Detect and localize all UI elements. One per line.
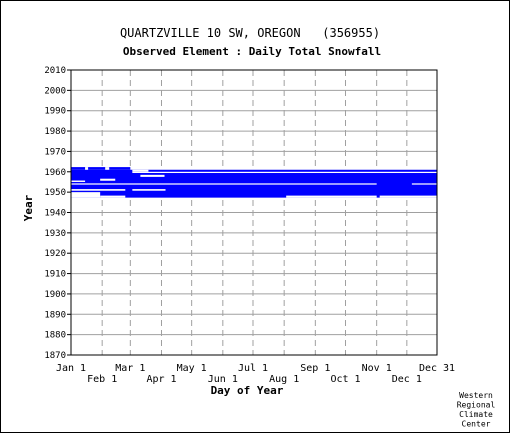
missing-block bbox=[105, 167, 110, 170]
missing-block bbox=[132, 171, 438, 174]
x-tick-label: Mar 1 bbox=[115, 363, 145, 374]
y-tick-label: 1940 bbox=[44, 209, 66, 219]
observed-block bbox=[71, 167, 131, 170]
y-tick-label: 1960 bbox=[44, 168, 66, 178]
y-tick-label: 1900 bbox=[44, 290, 66, 300]
missing-block bbox=[286, 195, 377, 198]
x-axis: Jan 1 Mar 1 May 1 Jul 1 Sep 1 Nov 1 Dec 31 Feb … bbox=[56, 363, 455, 385]
y-tick-label: 1930 bbox=[44, 229, 66, 239]
x-tick-label: Nov 1 bbox=[362, 363, 392, 374]
y-tick-label: 1990 bbox=[44, 107, 66, 117]
missing-block bbox=[140, 174, 165, 177]
chart-subtitle: Observed Element : Daily Total Snowfall bbox=[123, 45, 381, 58]
credit-line: Center bbox=[462, 420, 491, 429]
y-tick-label: 1980 bbox=[44, 127, 66, 137]
y-tick-label: 1970 bbox=[44, 147, 66, 157]
missing-block bbox=[132, 169, 149, 172]
grid-lines bbox=[71, 70, 437, 355]
missing-block bbox=[100, 195, 126, 198]
y-tick-label: 2000 bbox=[44, 86, 66, 96]
credit-line: Western bbox=[459, 391, 493, 400]
missing-block bbox=[71, 183, 377, 185]
credit-line: Regional bbox=[457, 401, 496, 410]
y-tick-label: 1890 bbox=[44, 310, 66, 320]
x-tick-label: Apr 1 bbox=[146, 374, 176, 385]
y-tick-label: 1870 bbox=[44, 351, 66, 361]
credit-line: Climate bbox=[459, 410, 493, 419]
y-tick-label: 2010 bbox=[44, 66, 66, 76]
y-tick-label: 1920 bbox=[44, 249, 66, 259]
x-tick-label: Sep 1 bbox=[300, 363, 330, 374]
x-tick-label: Aug 1 bbox=[269, 374, 299, 385]
missing-block bbox=[411, 183, 437, 185]
x-tick-label: Oct 1 bbox=[330, 374, 360, 385]
x-tick-label: Feb 1 bbox=[87, 374, 117, 385]
chart-title: QUARTZVILLE 10 SW, OREGON (356955) bbox=[120, 26, 380, 40]
missing-block bbox=[132, 189, 166, 191]
missing-block bbox=[379, 195, 437, 198]
y-tick-label: 1910 bbox=[44, 270, 66, 280]
y-axis: 1870 1880 1890 1900 1910 1920 1930 1940 1950 1960… bbox=[44, 66, 71, 361]
x-axis-label: Day of Year bbox=[211, 384, 284, 397]
missing-block bbox=[71, 180, 86, 182]
y-tick-label: 1950 bbox=[44, 188, 66, 198]
x-tick-label: Jan 1 bbox=[56, 363, 86, 374]
missing-blocks bbox=[71, 167, 438, 198]
x-tick-label: Jun 1 bbox=[208, 374, 238, 385]
x-tick-label: May 1 bbox=[177, 363, 207, 374]
missing-block bbox=[71, 192, 101, 198]
missing-block bbox=[71, 189, 126, 191]
x-tick-label: Dec 31 bbox=[419, 363, 455, 374]
data-blocks bbox=[71, 167, 437, 198]
x-tick-label: Jul 1 bbox=[238, 363, 268, 374]
y-axis-label: Year bbox=[22, 194, 35, 221]
missing-block bbox=[100, 178, 116, 181]
y-tick-label: 1880 bbox=[44, 331, 66, 341]
x-tick-label: Dec 1 bbox=[392, 374, 422, 385]
missing-block bbox=[85, 167, 89, 170]
